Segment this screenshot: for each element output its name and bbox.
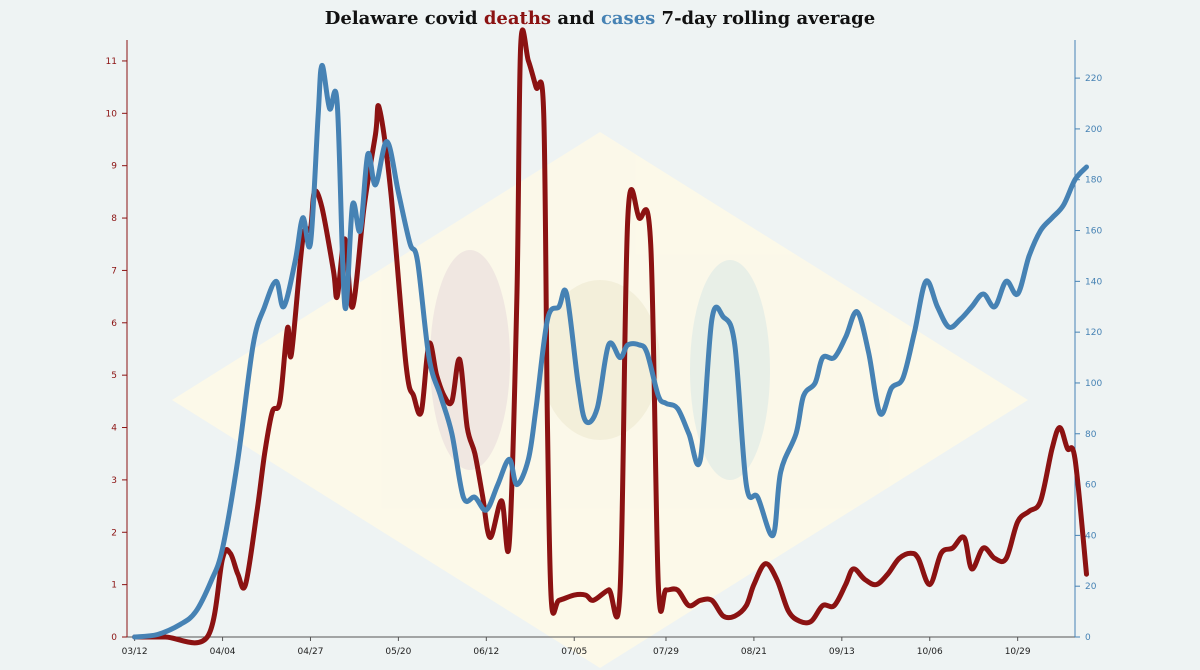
x-tick-label: 10/29	[1005, 647, 1031, 657]
series-lines	[132, 27, 1089, 646]
cases-y-tick-label: 160	[1085, 227, 1102, 237]
deaths-y-tick-label: 0	[111, 633, 117, 643]
title-deaths-word: deaths	[483, 8, 552, 29]
flag-figure-left	[430, 250, 510, 470]
x-tick-label: 09/13	[829, 647, 855, 657]
deaths-y-tick-label: 7	[111, 266, 117, 276]
x-tick-label: 05/20	[385, 647, 411, 657]
deaths-y-tick-label: 4	[111, 424, 117, 434]
axes-group: 03/12 04/04 04/27 05/20 06/12 07/05 07/29 08/21…	[106, 40, 1102, 657]
deaths-series-line	[132, 27, 1089, 646]
deaths-y-tick-label: 2	[111, 528, 117, 538]
x-tick-label: 04/04	[210, 647, 236, 657]
x-tick-label: 10/06	[917, 647, 943, 657]
title-part-1: Delaware covid	[324, 8, 484, 29]
cases-y-tick-label: 220	[1085, 74, 1102, 84]
cases-y-tick-label: 80	[1085, 430, 1097, 440]
flag-figure-right	[690, 260, 770, 480]
deaths-y-tick-label: 3	[111, 476, 117, 486]
cases-y-tick-label: 180	[1085, 176, 1102, 186]
deaths-y-tick-label: 1	[111, 581, 117, 591]
cases-y-tick-label: 20	[1085, 582, 1097, 592]
cases-y-tick-label: 200	[1085, 125, 1102, 135]
deaths-y-tick-label: 11	[106, 57, 117, 67]
x-tick-label: 03/12	[122, 647, 148, 657]
cases-y-tick-label: 140	[1085, 277, 1102, 287]
deaths-y-tick-label: 5	[111, 371, 117, 381]
x-tick-label: 04/27	[298, 647, 324, 657]
cases-y-tick-label: 40	[1085, 531, 1097, 541]
cases-y-tick-label: 100	[1085, 379, 1102, 389]
cases-y-tick-label: 60	[1085, 481, 1097, 491]
deaths-y-tick-label: 6	[111, 319, 117, 329]
title-part-3: 7-day rolling average	[655, 8, 876, 29]
deaths-y-tick-label: 8	[111, 214, 117, 224]
x-tick-label: 07/29	[653, 647, 679, 657]
title-part-2: and	[551, 8, 601, 29]
title-cases-word: cases	[600, 8, 656, 29]
cases-series-line	[132, 62, 1089, 640]
cases-y-tick-label: 0	[1085, 633, 1091, 643]
cases-y-tick-label: 120	[1085, 328, 1102, 338]
chart-title: Delaware covid deaths and cases 7-day ro…	[0, 8, 1200, 29]
deaths-y-tick-label: 9	[111, 162, 117, 172]
x-tick-label: 07/05	[561, 647, 587, 657]
deaths-y-tick-label: 10	[106, 109, 118, 119]
x-tick-label: 08/21	[741, 647, 767, 657]
x-tick-label: 06/12	[473, 647, 499, 657]
